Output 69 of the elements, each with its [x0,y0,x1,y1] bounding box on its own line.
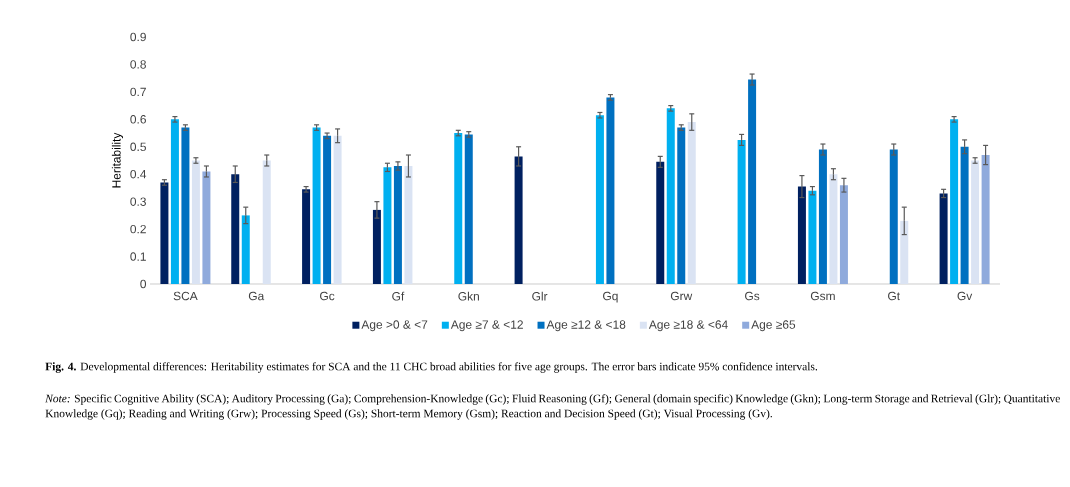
bar [677,127,686,284]
legend-label: Age ≥7 & <12 [450,320,523,332]
bar [454,133,463,284]
legend-label: Age ≥12 & <18 [546,320,626,332]
legend-label: Age ≥65 [751,320,796,332]
bar [231,174,240,284]
bar [900,220,909,284]
bar [464,134,473,284]
bar [241,215,250,284]
x-tick-label: Grw [670,291,693,301]
bar [312,127,321,284]
bar [797,186,806,284]
bar [383,167,392,284]
bar [839,185,848,284]
bar [829,174,838,284]
x-tick-label: Gsm [810,291,835,301]
bar [595,115,604,284]
bar [960,146,969,284]
bar [191,160,200,284]
bar [181,127,190,284]
x-tick-label: Gv [957,291,973,301]
bar [404,165,413,284]
bar [302,189,311,284]
y-tick-label: 0.5 [130,142,146,151]
bar [981,155,990,284]
x-tick-label: Glr [532,291,548,301]
y-tick-label: 0.3 [130,197,146,206]
bar [818,149,827,284]
x-tick-label: Gf [392,291,405,301]
bar [323,135,332,284]
bar [737,139,746,284]
bar [748,79,757,284]
y-axis-title: Heritability [111,132,124,188]
x-tick-label: Ga [248,291,265,301]
bar [514,156,523,284]
bar [971,160,980,284]
bar [666,108,675,284]
bar [202,171,211,284]
x-tick-label: SCA [173,291,198,301]
y-tick-label: 0.4 [130,169,147,179]
y-tick-label: 0 [140,279,147,289]
legend-label: Age >0 & <7 [361,320,428,332]
bar [606,97,615,284]
x-tick-label: Gs [745,291,760,301]
x-tick-label: Gq [603,291,618,303]
bar [656,161,665,284]
y-tick-label: 0.2 [130,224,146,234]
y-tick-label: 0.9 [130,32,146,42]
bar [372,209,381,284]
bar [393,165,402,284]
bar [160,182,169,284]
bar [889,149,898,284]
bar [333,135,342,284]
x-tick-label: Gc [320,291,335,301]
y-tick-label: 0.8 [130,60,146,69]
bar [687,122,696,284]
y-tick-label: 0.7 [130,87,146,97]
y-tick-label: 0.6 [130,115,146,124]
x-tick-label: Gkn [458,291,479,301]
legend-label: Age ≥18 & <64 [648,320,728,332]
bar [170,119,179,284]
bar [262,160,271,284]
x-tick-label: Gt [888,291,900,301]
bar [939,193,948,284]
text: Fig. 4. Developmental differences: Heritability estimates for SCA and the 11 CHC broad abilities for five age groups. The error bars indicate 95% confidence intervals. [45,362,818,373]
text: Note: Specific Cognitive Ability (SCA); Auditory Processing (Ga); Comprehension-Knowledge (Gc); Fluid Reasoning (Gf); General (domain specific) Knowledge (Gkn); Long-term Storage and Retrieval (Glr); Quantitative Knowledge (Gq); Reading and Writing (Grw); Processing Speed (Gs); Short-term Memory (Gsm); Reaction and Decision Speed (Gt); Visual Processing (Gv). [45,394,1060,420]
bar [950,119,959,284]
y-tick-label: 0.1 [130,252,146,261]
bar [808,190,817,284]
